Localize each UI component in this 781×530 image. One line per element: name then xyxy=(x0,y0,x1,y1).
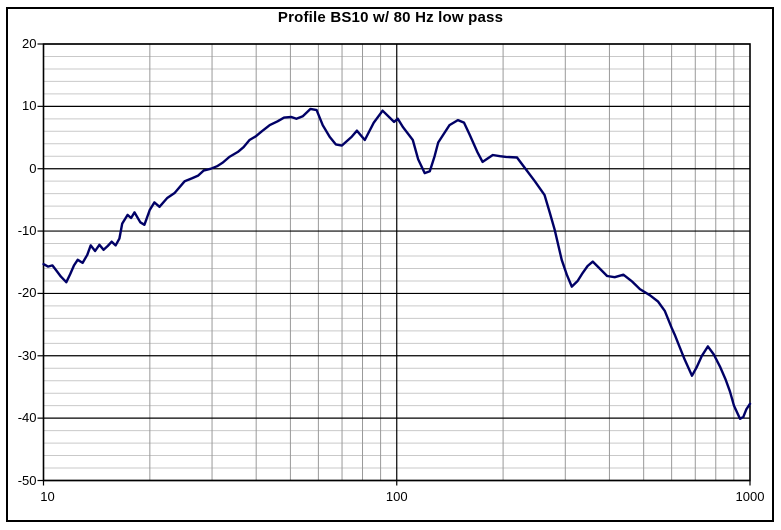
y-tick-label: -40 xyxy=(17,410,37,426)
y-tick-label: -50 xyxy=(17,472,37,488)
y-tick-label: -20 xyxy=(17,285,37,301)
x-tick-label: 100 xyxy=(385,488,408,504)
y-tick-label: -10 xyxy=(17,223,37,239)
chart-border xyxy=(6,7,774,522)
y-tick-label: 0 xyxy=(29,160,37,176)
y-tick-label: -30 xyxy=(17,347,37,363)
chart-title: Profile BS10 w/ 80 Hz low pass xyxy=(277,9,504,26)
x-tick-label: 1000 xyxy=(735,488,765,504)
y-tick-label: 20 xyxy=(22,36,37,51)
y-tick-label: 10 xyxy=(22,98,37,114)
x-tick-label: 10 xyxy=(40,488,55,504)
response-curve xyxy=(42,107,752,420)
